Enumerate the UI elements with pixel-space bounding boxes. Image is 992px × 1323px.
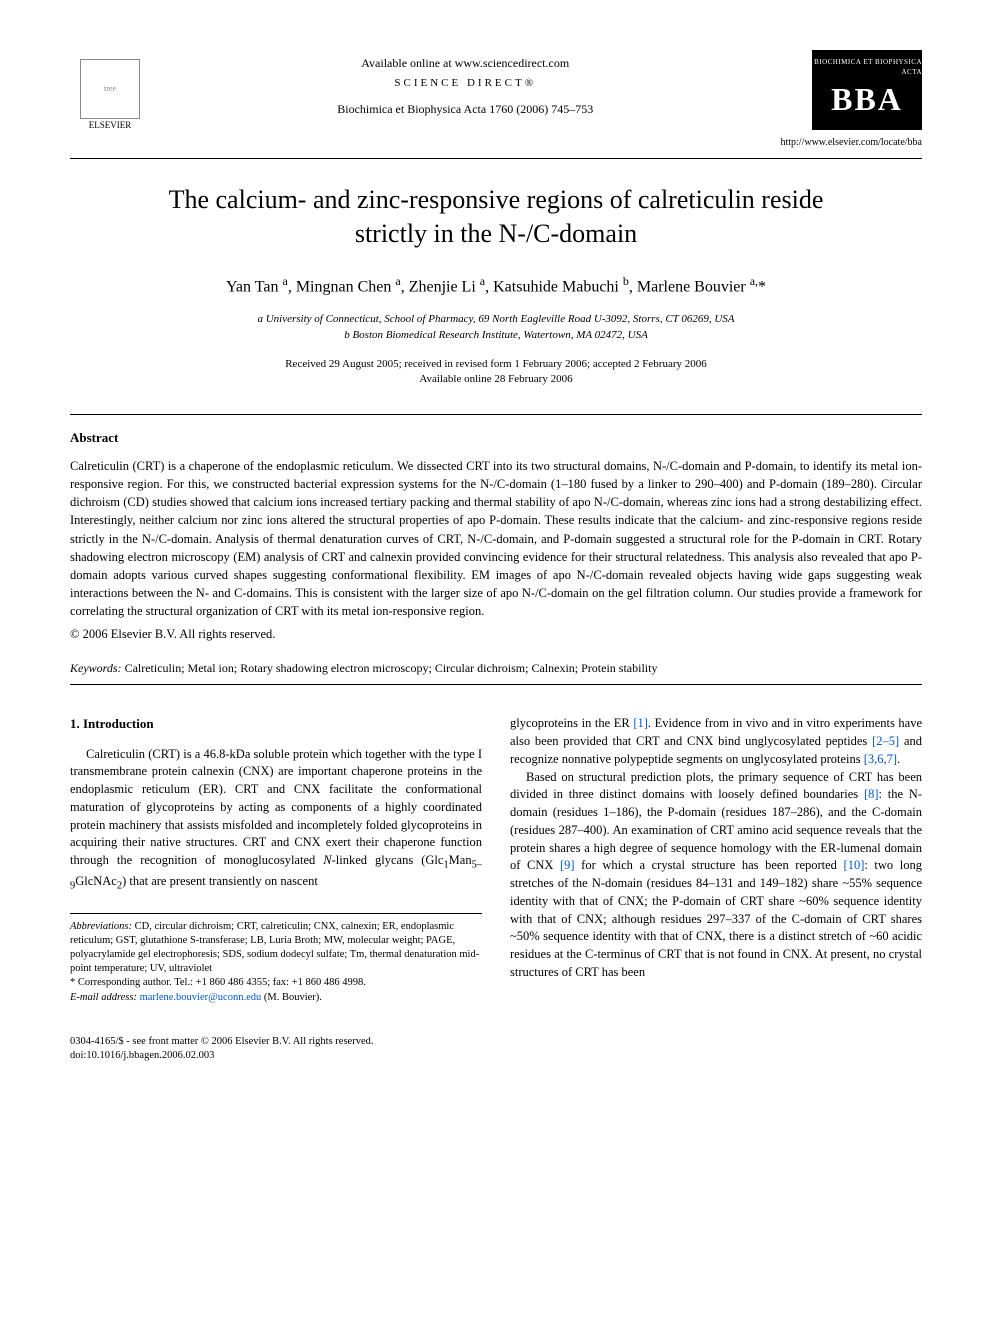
affiliations: a University of Connecticut, School of P… — [70, 312, 922, 343]
affiliation-a: a University of Connecticut, School of P… — [70, 312, 922, 327]
footer-line1: 0304-4165/$ - see front matter © 2006 El… — [70, 1035, 482, 1050]
abstract-top-rule — [70, 414, 922, 415]
abstract-copyright: © 2006 Elsevier B.V. All rights reserved… — [70, 626, 922, 644]
header-center: Available online at www.sciencedirect.co… — [150, 50, 780, 118]
email-address[interactable]: marlene.bouvier@uconn.edu — [140, 992, 262, 1003]
bba-logo: BIOCHIMICA ET BIOPHYSICA ACTA BBA — [812, 50, 922, 130]
footer-doi: doi:10.1016/j.bbagen.2006.02.003 — [70, 1049, 482, 1064]
publisher-name: ELSEVIER — [89, 119, 132, 132]
available-date: Available online 28 February 2006 — [70, 372, 922, 387]
abbrev-label: Abbreviations: — [70, 921, 132, 932]
left-column: 1. Introduction Calreticulin (CRT) is a … — [70, 715, 482, 1064]
bba-small-text: BIOCHIMICA ET BIOPHYSICA ACTA — [812, 58, 922, 78]
sciencedirect-logo: SCIENCE DIRECT® — [150, 76, 780, 91]
email-label: E-mail address: — [70, 992, 137, 1003]
body-columns: 1. Introduction Calreticulin (CRT) is a … — [70, 715, 922, 1064]
abstract-text: Calreticulin (CRT) is a chaperone of the… — [70, 457, 922, 620]
bba-wrap: BIOCHIMICA ET BIOPHYSICA ACTA BBA http:/… — [780, 50, 922, 150]
email-line: E-mail address: marlene.bouvier@uconn.ed… — [70, 991, 482, 1005]
footnotes: Abbreviations: CD, circular dichroism; C… — [70, 913, 482, 1005]
bba-url: http://www.elsevier.com/locate/bba — [780, 136, 922, 150]
abstract-bottom-rule — [70, 684, 922, 685]
corr-text: Tel.: +1 860 486 4355; fax: +1 860 486 4… — [174, 977, 366, 988]
footer: 0304-4165/$ - see front matter © 2006 El… — [70, 1035, 482, 1064]
bba-large-text: BBA — [831, 77, 903, 122]
received-dates: Received 29 August 2005; received in rev… — [70, 357, 922, 372]
authors: Yan Tan a, Mingnan Chen a, Zhenjie Li a,… — [70, 273, 922, 299]
email-who: (M. Bouvier). — [264, 992, 322, 1003]
keywords-label: Keywords: — [70, 661, 122, 675]
keywords-list: Calreticulin; Metal ion; Rotary shadowin… — [125, 661, 658, 675]
intro-para-2: Based on structural prediction plots, th… — [510, 769, 922, 982]
elsevier-tree-icon: tree — [80, 59, 140, 119]
affiliation-b: b Boston Biomedical Research Institute, … — [70, 328, 922, 343]
right-column: glycoproteins in the ER [1]. Evidence fr… — [510, 715, 922, 1064]
abstract-heading: Abstract — [70, 429, 922, 447]
intro-para-1-right: glycoproteins in the ER [1]. Evidence fr… — [510, 715, 922, 768]
keywords: Keywords: Calreticulin; Metal ion; Rotar… — [70, 660, 922, 677]
journal-reference: Biochimica et Biophysica Acta 1760 (2006… — [150, 101, 780, 118]
page-header: tree ELSEVIER Available online at www.sc… — [70, 50, 922, 150]
intro-para-1-left: Calreticulin (CRT) is a 46.8-kDa soluble… — [70, 746, 482, 895]
corresponding-author: * Corresponding author. Tel.: +1 860 486… — [70, 976, 482, 990]
article-dates: Received 29 August 2005; received in rev… — [70, 357, 922, 388]
intro-heading: 1. Introduction — [70, 715, 482, 733]
abbreviations: Abbreviations: CD, circular dichroism; C… — [70, 920, 482, 977]
header-rule — [70, 158, 922, 159]
abbrev-text: CD, circular dichroism; CRT, calreticuli… — [70, 921, 479, 975]
elsevier-logo: tree ELSEVIER — [70, 50, 150, 140]
corr-label: * Corresponding author. — [70, 977, 174, 988]
article-title: The calcium- and zinc-responsive regions… — [150, 183, 842, 251]
available-online: Available online at www.sciencedirect.co… — [150, 55, 780, 72]
